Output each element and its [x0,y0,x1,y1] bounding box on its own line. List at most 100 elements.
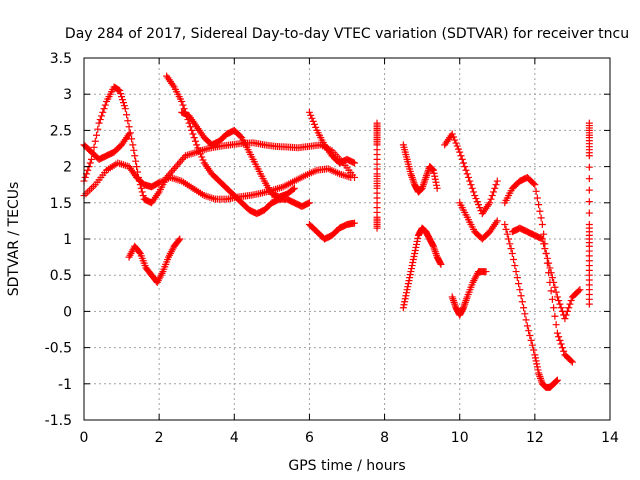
data-point [80,159,94,185]
y-tick-label: 3.5 [50,51,72,67]
data-point [482,268,490,276]
data-point [516,224,530,235]
data-point-marker [538,380,550,391]
data-point [227,140,244,149]
data-point-marker [95,152,109,163]
data-point [437,260,445,268]
data-point-marker [185,112,199,129]
data-point-marker [493,177,501,185]
data-point [305,221,320,235]
data-point [260,200,275,214]
x-tick-label: 0 [80,430,89,446]
data-point-marker [181,149,199,160]
data-point-marker [189,184,206,198]
data-point [189,184,206,198]
data-point-marker [238,199,252,213]
data-point [298,199,312,210]
data-point [531,351,542,374]
data-point [253,163,267,183]
chart-title: Day 284 of 2017, Sidereal Day-to-day VTE… [65,26,629,42]
data-point [148,179,162,191]
data-point-marker [463,281,476,301]
x-tick-label: 12 [526,430,544,446]
data-point [294,143,312,152]
data-point-marker [283,195,297,206]
data-point-marker [294,143,312,152]
data-point [80,183,97,200]
data-point-marker [328,152,342,166]
data-point [407,170,418,187]
data-point [118,132,132,149]
data-point-marker [546,380,557,391]
data-point-marker [429,166,441,189]
data-point-marker [585,242,593,274]
y-tick-label: 3 [63,87,72,103]
data-point-marker [200,159,214,176]
y-tick-label: 1 [63,232,72,248]
data-point-marker [178,177,195,191]
data-point-marker [531,351,542,374]
data-point [140,195,154,206]
data-point-marker [148,190,162,207]
data-point-marker [305,221,320,235]
data-point [335,221,350,232]
data-point [178,108,192,119]
data-point-marker [302,167,319,179]
data-point-marker [148,271,160,285]
data-point [148,271,160,285]
data-point-marker [320,232,335,243]
data-point [550,377,561,388]
data-point [538,235,553,267]
data-point-marker [351,219,359,227]
data-point [193,141,207,164]
data-point [302,167,319,179]
data-point-marker [328,225,342,239]
data-point [523,228,538,239]
data-point-marker [478,201,493,218]
data-point-marker [166,173,184,184]
data-point [373,224,381,232]
data-point [223,127,237,138]
data-point [478,201,493,218]
data-point-marker [185,119,199,145]
data-point-marker [170,236,183,250]
data-point-marker [407,252,418,276]
data-point-marker [433,184,441,192]
data-point [305,108,320,131]
data-point [448,293,459,310]
data-point [125,130,133,138]
data-point-marker [176,235,184,243]
data-point-marker [422,228,433,242]
data-point [456,148,470,174]
data-point [422,228,433,242]
data-point [351,219,359,227]
data-point-marker [459,295,471,312]
data-point-marker [110,142,124,156]
data-point-marker [290,184,298,192]
data-point [456,305,467,319]
x-tick-label: 6 [305,430,314,446]
data-point-marker [501,221,515,253]
data-point [172,154,188,171]
data-point-marker [172,154,188,171]
data-point-marker [351,159,359,167]
data-point-marker [260,141,278,150]
data-point-marker [501,187,515,207]
data-point [200,134,214,148]
data-point [290,184,298,192]
data-point-marker [249,139,266,149]
data-point [459,295,471,312]
data-point [178,177,195,191]
data-point-marker [568,358,576,366]
data-point-marker [131,242,143,256]
data-point-marker [238,134,252,154]
data-point-marker [585,271,593,303]
data-point [585,221,593,247]
data-point-marker [200,192,218,203]
data-point-marker [260,200,275,214]
data-point-marker [193,123,207,140]
data-point [501,187,515,207]
data-point [568,287,583,301]
data-point-marker [523,322,538,354]
